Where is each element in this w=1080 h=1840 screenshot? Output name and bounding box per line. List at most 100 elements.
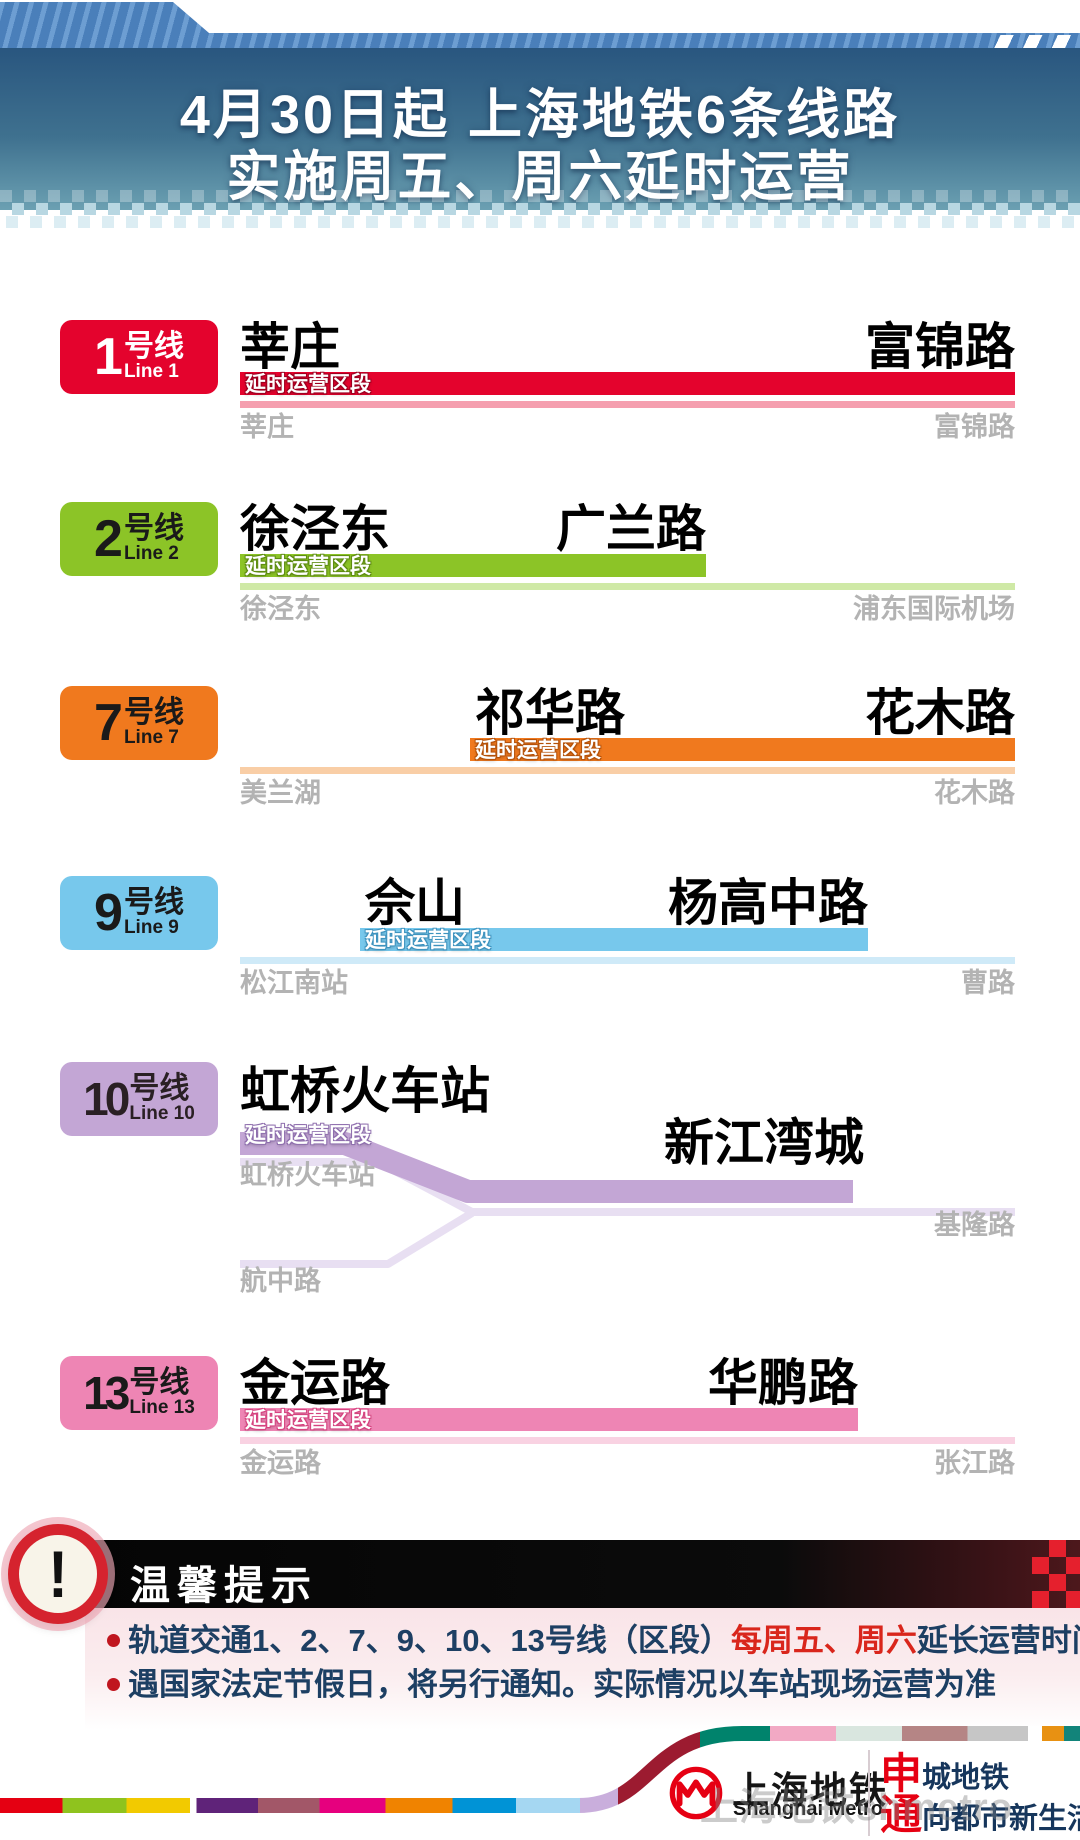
line-10-badge: 10 号线 Line 10 xyxy=(60,1062,218,1136)
notice-bar-checker-decoration xyxy=(1032,1540,1080,1608)
full-line-bar xyxy=(240,957,1015,964)
line-9-badge: 9 号线 Line 9 xyxy=(60,876,218,950)
line-row-9: 9 号线 Line 9 佘山 杨高中路 延时运营区段 松江南站 曹路 xyxy=(0,876,1080,1011)
line-suffix: 号线 xyxy=(123,885,184,919)
delayed-segment-label: 延时运营区段 xyxy=(245,1409,371,1432)
badge-text-column: 号线 Line 9 xyxy=(124,887,184,939)
bullet-1-post: 延长运营时间。 xyxy=(916,1623,1080,1658)
badge-text-column: 号线 Line 10 xyxy=(129,1073,194,1125)
segment-start-station: 金运路 xyxy=(240,1355,390,1411)
line-10-branch-diagram xyxy=(240,1132,1015,1268)
segment-start-station: 莘庄 xyxy=(240,319,340,375)
watermark-text: 上海地铁shmetro xyxy=(700,1787,1013,1829)
line-number: 10 xyxy=(83,1073,130,1125)
header-band-slashes xyxy=(985,35,1080,48)
line-name-en: Line 2 xyxy=(123,543,179,565)
header-checker-row xyxy=(0,190,1080,202)
bullet-1-emphasis: 每周五、周六 xyxy=(730,1623,917,1658)
logo-m-glyph xyxy=(676,1779,716,1807)
segment-start-station: 佘山 xyxy=(365,875,465,931)
bullet-dot xyxy=(107,1678,120,1691)
segment-end-station: 新江湾城 xyxy=(664,1115,864,1171)
full-start-station: 徐泾东 xyxy=(240,594,321,624)
full-end-station: 浦东国际机场 xyxy=(853,594,1015,624)
header-striped-band xyxy=(0,2,1080,48)
full-end-station: 基隆路 xyxy=(934,1210,1015,1240)
header-checker-row xyxy=(0,203,1080,215)
full-end-station: 富锦路 xyxy=(934,412,1015,442)
ribbon-path xyxy=(0,1726,1080,1813)
line-number: 9 xyxy=(94,884,123,942)
line-name-en: Line 13 xyxy=(129,1397,195,1419)
segment-start-station: 虹桥火车站 xyxy=(240,1063,490,1119)
full-line-lower-branch xyxy=(240,1209,475,1268)
full-line-bar xyxy=(240,767,1015,774)
footer-slogan-line2: 通 向都市新生活 xyxy=(880,1794,1080,1836)
line-number: 2 xyxy=(94,510,123,568)
footer-slogan-line1: 申 城地铁 xyxy=(880,1753,1010,1795)
line-1-badge: 1 号线 Line 1 xyxy=(60,320,218,394)
header-checker-row xyxy=(0,216,1080,228)
page-title-line2: 实施周五、周六延时运营 xyxy=(226,147,854,207)
full-line-bar xyxy=(240,1437,1015,1444)
delayed-segment-bar xyxy=(240,1408,858,1431)
line-suffix: 号线 xyxy=(129,1071,190,1105)
line-row-2: 2 号线 Line 2 徐泾东 广兰路 延时运营区段 徐泾东 浦东国际机场 xyxy=(0,502,1080,637)
delayed-segment-label: 延时运营区段 xyxy=(245,555,371,578)
slogan-rest-text: 向都市新生活 xyxy=(922,1802,1080,1835)
full-line-bar xyxy=(240,401,1015,408)
line-name-en: Line 9 xyxy=(123,917,179,939)
delayed-segment-bar xyxy=(240,372,1015,395)
delayed-segment-label: 延时运营区段 xyxy=(245,373,371,396)
line-number: 7 xyxy=(94,694,123,752)
notice-panel: 轨道交通1、2、7、9、10、13号线（区段）每周五、周六延长运营时间。 遇国家… xyxy=(85,1608,1080,1730)
slogan-rest-text: 城地铁 xyxy=(922,1761,1010,1794)
line-number: 13 xyxy=(83,1367,130,1419)
branch-start-station: 航中路 xyxy=(240,1266,321,1296)
segment-end-station: 华鹏路 xyxy=(708,1355,858,1411)
line-row-7: 7 号线 Line 7 祁华路 花木路 延时运营区段 美兰湖 花木路 xyxy=(0,686,1080,821)
delayed-segment-label: 延时运营区段 xyxy=(475,739,601,762)
segment-start-station: 祁华路 xyxy=(475,685,625,741)
line-suffix: 号线 xyxy=(123,329,184,363)
segment-end-station: 花木路 xyxy=(865,685,1015,741)
segment-end-station: 广兰路 xyxy=(556,501,706,557)
badge-text-column: 号线 Line 2 xyxy=(124,513,184,565)
delayed-segment-label: 延时运营区段 xyxy=(245,1124,371,1147)
full-start-station: 美兰湖 xyxy=(240,778,321,808)
line-2-badge: 2 号线 Line 2 xyxy=(60,502,218,576)
full-start-station: 虹桥火车站 xyxy=(240,1160,375,1190)
warning-exclamation-icon: ! xyxy=(8,1524,108,1624)
line-name-en: Line 1 xyxy=(123,361,179,383)
segment-end-station: 富锦路 xyxy=(865,319,1015,375)
delayed-segment-bar xyxy=(470,738,1015,761)
line-suffix: 号线 xyxy=(123,511,184,545)
notice-title: 温馨提示 xyxy=(130,1564,318,1608)
notice-bullet-1: 轨道交通1、2、7、9、10、13号线（区段）每周五、周六延长运营时间。 xyxy=(107,1622,1080,1661)
line-7-badge: 7 号线 Line 7 xyxy=(60,686,218,760)
page-title-line1: 4月30日起 上海地铁6条线路 xyxy=(179,85,901,145)
badge-text-column: 号线 Line 13 xyxy=(129,1367,194,1419)
badge-text-column: 号线 Line 1 xyxy=(124,331,184,383)
bullet-2-text: 遇国家法定节假日，将另行通知。实际情况以车站现场运营为准 xyxy=(128,1667,996,1702)
line-row-1: 1 号线 Line 1 莘庄 富锦路 延时运营区段 莘庄 富锦路 xyxy=(0,320,1080,455)
header-gradient-panel xyxy=(0,48,1080,210)
delayed-segment-label: 延时运营区段 xyxy=(365,929,491,952)
logo-circle xyxy=(669,1766,723,1820)
full-start-station: 莘庄 xyxy=(240,412,294,442)
bullet-1-text: 轨道交通1、2、7、9、10、13号线（区段）每周五、周六延长运营时间。 xyxy=(128,1622,1080,1661)
full-end-station: 张江路 xyxy=(934,1448,1015,1478)
full-line-bar xyxy=(240,583,1015,590)
line-suffix: 号线 xyxy=(123,695,184,729)
footer-metro-ribbon xyxy=(0,1726,1080,1813)
segment-start-station: 徐泾东 xyxy=(240,501,390,557)
notice-title-bar: 温馨提示 xyxy=(85,1540,1080,1608)
badge-text-column: 号线 Line 7 xyxy=(124,697,184,749)
footer-logo-en: Shanghai Metro xyxy=(733,1798,884,1820)
exclamation-glyph: ! xyxy=(48,1537,68,1611)
line-row-10: 10 号线 Line 10 虹桥火车站 新江湾城 延时运营区段 虹桥火车站 基隆… xyxy=(0,1062,1080,1392)
full-end-station: 花木路 xyxy=(934,778,1015,808)
footer-logo-cn: 上海地铁 xyxy=(732,1770,888,1811)
segment-end-station: 杨高中路 xyxy=(668,875,868,931)
